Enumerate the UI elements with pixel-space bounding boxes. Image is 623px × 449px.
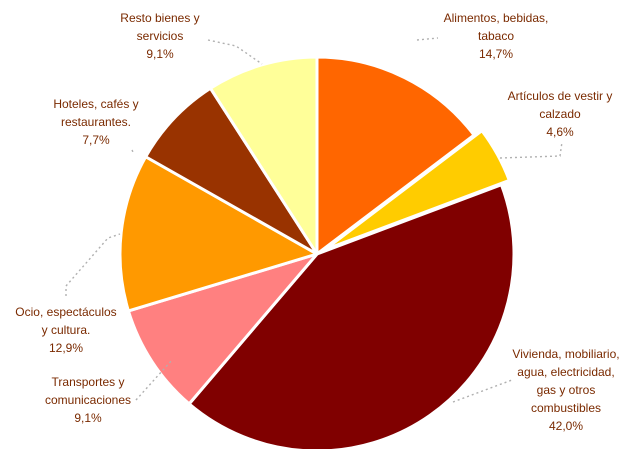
leader-line-ocio-espectaculos <box>65 233 121 296</box>
leader-line-alimentos-bebidas <box>416 37 439 41</box>
slice-percent: 14,7% <box>479 47 513 61</box>
slice-label-line: Transportes y <box>52 375 125 389</box>
slice-label-line: tabaco <box>478 29 514 43</box>
slice-label-line: Alimentos, bebidas, <box>444 11 549 25</box>
slice-label-articulos-de-vestir-y: Artículos de vestir y calzado 4,6% <box>508 89 613 139</box>
slice-label-line: servicios <box>137 29 184 43</box>
slice-label-alimentos-bebidas: Alimentos, bebidas, tabaco 14,7% <box>444 11 549 61</box>
slice-label-transportes-y: Transportes y comunicaciones 9,1% <box>45 375 131 425</box>
slice-label-line: y cultura. <box>42 323 91 337</box>
pie-slice-resto-bienes-y <box>208 55 319 256</box>
leader-line-articulos-de-vestir-y <box>499 141 563 159</box>
pie-slice-articulos-de-vestir-y <box>323 129 511 252</box>
slice-percent: 12,9% <box>49 341 83 355</box>
pie-slice-ocio-espectaculos <box>118 155 319 313</box>
slice-percent: 42,0% <box>549 419 583 433</box>
leader-line-resto-bienes-y <box>207 39 263 65</box>
pie-slice-vivienda-mobiliario <box>187 183 516 449</box>
slice-label-vivienda-mobiliario: Vivienda, mobiliario, agua, electricidad,… <box>512 347 619 433</box>
slice-label-line: comunicaciones <box>45 393 131 407</box>
leader-line-transportes-y <box>135 359 173 401</box>
slice-percent: 9,1% <box>146 47 174 61</box>
slice-label-line: Vivienda, mobiliario, <box>512 347 619 361</box>
slice-label-line: Ocio, espectáculos <box>15 305 116 319</box>
slice-label-hoteles-cafes-y: Hoteles, cafés y restaurantes. 7,7% <box>53 97 138 147</box>
slice-label-line: Hoteles, cafés y <box>53 97 138 111</box>
leader-line-vivienda-mobiliario <box>452 379 513 403</box>
slice-label-line: gas y otros <box>537 383 596 397</box>
slice-label-line: restaurantes. <box>61 115 131 129</box>
slice-label-line: calzado <box>539 107 581 121</box>
slice-label-line: combustibles <box>531 401 601 415</box>
slice-label-resto-bienes-y: Resto bienes y servicios 9,1% <box>120 11 199 61</box>
pie-slice-hoteles-cafes-y <box>144 86 319 256</box>
slice-label-line: Artículos de vestir y <box>508 89 613 103</box>
slice-labels: Alimentos, bebidas, tabaco 14,7% Artículos … <box>15 11 619 433</box>
slice-label-ocio-espectaculos: Ocio, espectáculos y cultura. 12,9% <box>15 305 116 355</box>
slice-label-line: Resto bienes y <box>120 11 199 25</box>
pie-slices <box>118 55 516 449</box>
pie-slice-alimentos-bebidas <box>315 55 476 256</box>
leader-lines <box>65 37 563 403</box>
slice-percent: 9,1% <box>74 411 102 425</box>
pie-slice-transportes-y <box>126 252 319 406</box>
slice-percent: 7,7% <box>82 133 110 147</box>
leader-line-hoteles-cafes-y <box>131 149 135 155</box>
slice-label-line: agua, electricidad, <box>517 365 614 379</box>
slice-percent: 4,6% <box>546 125 574 139</box>
